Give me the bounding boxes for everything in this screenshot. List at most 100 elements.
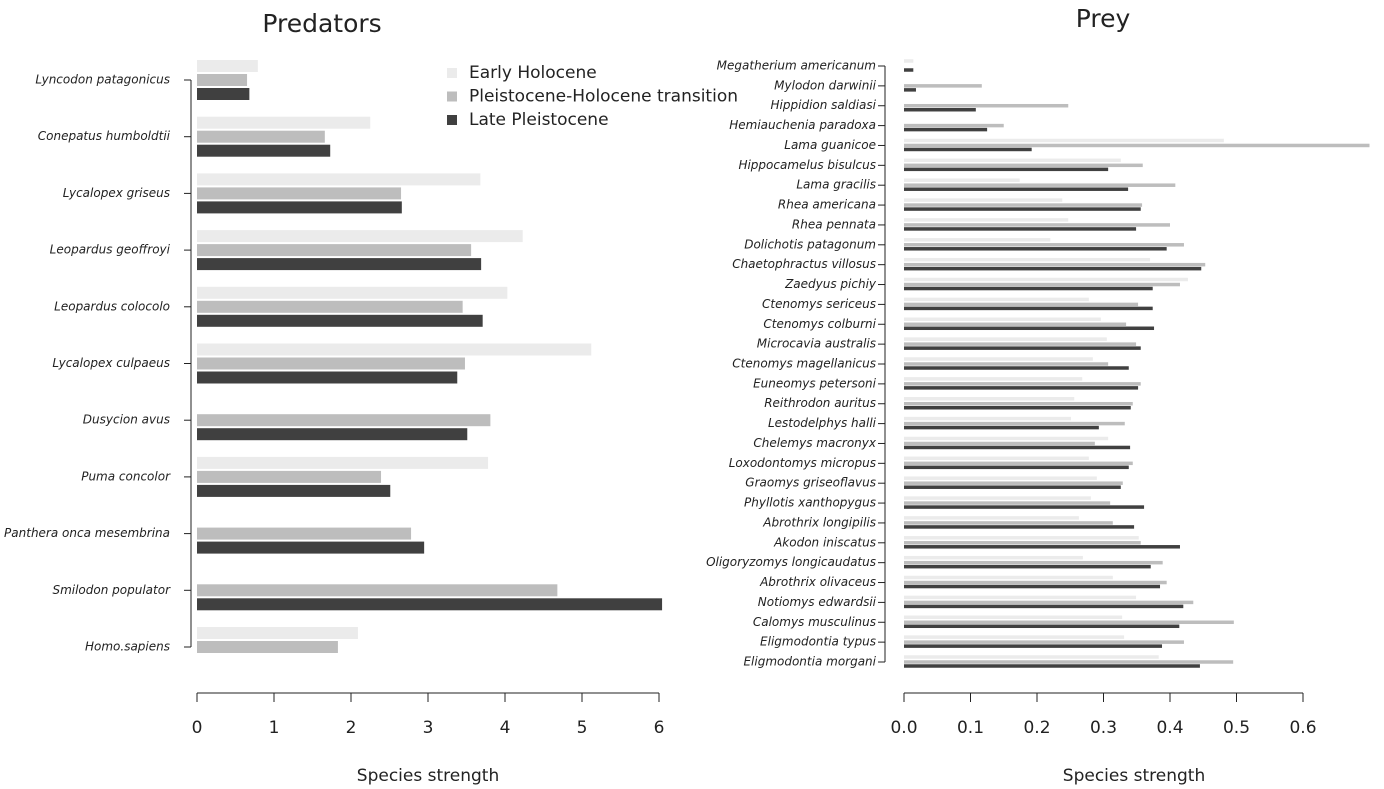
- bar: [904, 123, 1004, 128]
- bar: [904, 342, 1137, 346]
- bar: [904, 660, 1234, 664]
- bar: [197, 130, 325, 143]
- x-tick-label: 0.2: [1023, 718, 1050, 738]
- legend-swatch: [447, 115, 457, 125]
- y-tick-label: Megatherium americanum: [717, 59, 876, 73]
- y-tick-label: Abrothrix longipilis: [762, 515, 876, 529]
- bar: [904, 317, 1101, 322]
- bar: [904, 465, 1129, 470]
- y-tick-label: Calomys musculinus: [753, 615, 876, 629]
- bar: [197, 74, 248, 86]
- bar: [904, 584, 1161, 589]
- bar: [904, 227, 1137, 231]
- bar: [904, 456, 1089, 461]
- bar: [904, 496, 1091, 500]
- bar: [904, 575, 1113, 580]
- bar: [197, 357, 465, 370]
- bar: [904, 103, 1069, 108]
- y-tick-label: Hippocamelus bisulcus: [738, 158, 876, 172]
- bar: [904, 203, 1143, 207]
- legend-label: Early Holocene: [469, 63, 597, 83]
- y-tick-label: Ctenomys magellanicus: [732, 357, 876, 371]
- bar: [904, 243, 1184, 247]
- bar: [904, 445, 1131, 450]
- bar: [904, 541, 1141, 545]
- bar: [904, 357, 1093, 361]
- y-tick-label: Notiomys edwardsii: [758, 595, 877, 609]
- bar: [904, 337, 1107, 341]
- bar: [904, 521, 1113, 525]
- x-tick-label: 2: [346, 718, 357, 738]
- x-tick-label: 0.3: [1090, 718, 1117, 738]
- y-tick-label: Eligmodontia morgani: [743, 655, 876, 669]
- bar: [904, 326, 1155, 331]
- bar: [904, 396, 1075, 401]
- bar: [904, 59, 914, 63]
- bar: [904, 604, 1184, 609]
- y-tick-label: Panthera onca mesembrina: [4, 526, 170, 540]
- legend-label: Pleistocene-Holocene transition: [469, 87, 738, 107]
- y-tick-label: Graomys griseoflavus: [745, 476, 876, 490]
- y-tick-label: Microcavia australis: [757, 337, 876, 351]
- bar: [904, 262, 1206, 267]
- y-tick-label: Lycalopex griseus: [63, 186, 170, 200]
- bar: [904, 277, 1188, 282]
- bar: [904, 382, 1141, 386]
- bar: [904, 286, 1153, 291]
- y-tick-label: Lestodelphys halli: [768, 416, 877, 430]
- x-tick-label: 0.1: [957, 718, 984, 738]
- x-tick-label: 0: [192, 718, 203, 738]
- x-tick-label: 4: [500, 718, 511, 738]
- bar: [904, 84, 982, 88]
- bar: [904, 187, 1129, 191]
- bar: [904, 664, 1200, 668]
- y-tick-label: Homo.sapiens: [85, 640, 170, 654]
- bar: [904, 481, 1123, 485]
- bar: [904, 635, 1125, 639]
- bar: [904, 421, 1125, 426]
- legend-swatch: [447, 91, 457, 102]
- bar: [197, 627, 358, 639]
- bar: [904, 107, 976, 112]
- bar: [904, 198, 1063, 202]
- bar: [904, 525, 1135, 529]
- bar: [904, 560, 1163, 565]
- bar: [904, 461, 1133, 466]
- y-tick-label: Lyncodon patagonicus: [35, 73, 170, 87]
- x-tick-label: 6: [654, 718, 665, 738]
- bar: [197, 484, 391, 497]
- bar: [904, 306, 1153, 311]
- x-tick-label: 3: [423, 718, 434, 738]
- bar: [904, 127, 988, 132]
- y-tick-label: Leopardus geoffroyi: [50, 243, 171, 257]
- y-tick-label: Rhea americana: [778, 198, 876, 212]
- bar: [904, 362, 1109, 366]
- bar: [197, 343, 592, 356]
- bar: [904, 322, 1127, 327]
- bar: [904, 257, 1151, 262]
- bar: [904, 516, 1079, 520]
- bar: [197, 173, 481, 186]
- bar: [197, 244, 472, 257]
- bar: [904, 501, 1111, 505]
- y-tick-label: Euneomys petersoni: [753, 376, 877, 390]
- bar: [904, 223, 1170, 227]
- bar: [197, 258, 482, 271]
- bar: [197, 414, 491, 427]
- y-tick-label: Lama guanicoe: [784, 138, 876, 152]
- x-tick-label: 0.5: [1223, 718, 1250, 738]
- x-tick-label: 0.6: [1289, 718, 1316, 738]
- legend-swatch: [447, 68, 457, 78]
- bar: [904, 485, 1121, 489]
- y-tick-label: Dolichotis patagonum: [744, 237, 876, 251]
- x-tick-label: 0.4: [1156, 718, 1183, 738]
- bar: [904, 536, 1139, 540]
- y-tick-label: Hippidion saldiasi: [771, 98, 877, 112]
- bar: [197, 116, 371, 129]
- bar: [197, 470, 382, 483]
- bar: [904, 163, 1143, 168]
- bar: [197, 371, 458, 384]
- bar: [904, 282, 1180, 287]
- bar: [904, 297, 1089, 302]
